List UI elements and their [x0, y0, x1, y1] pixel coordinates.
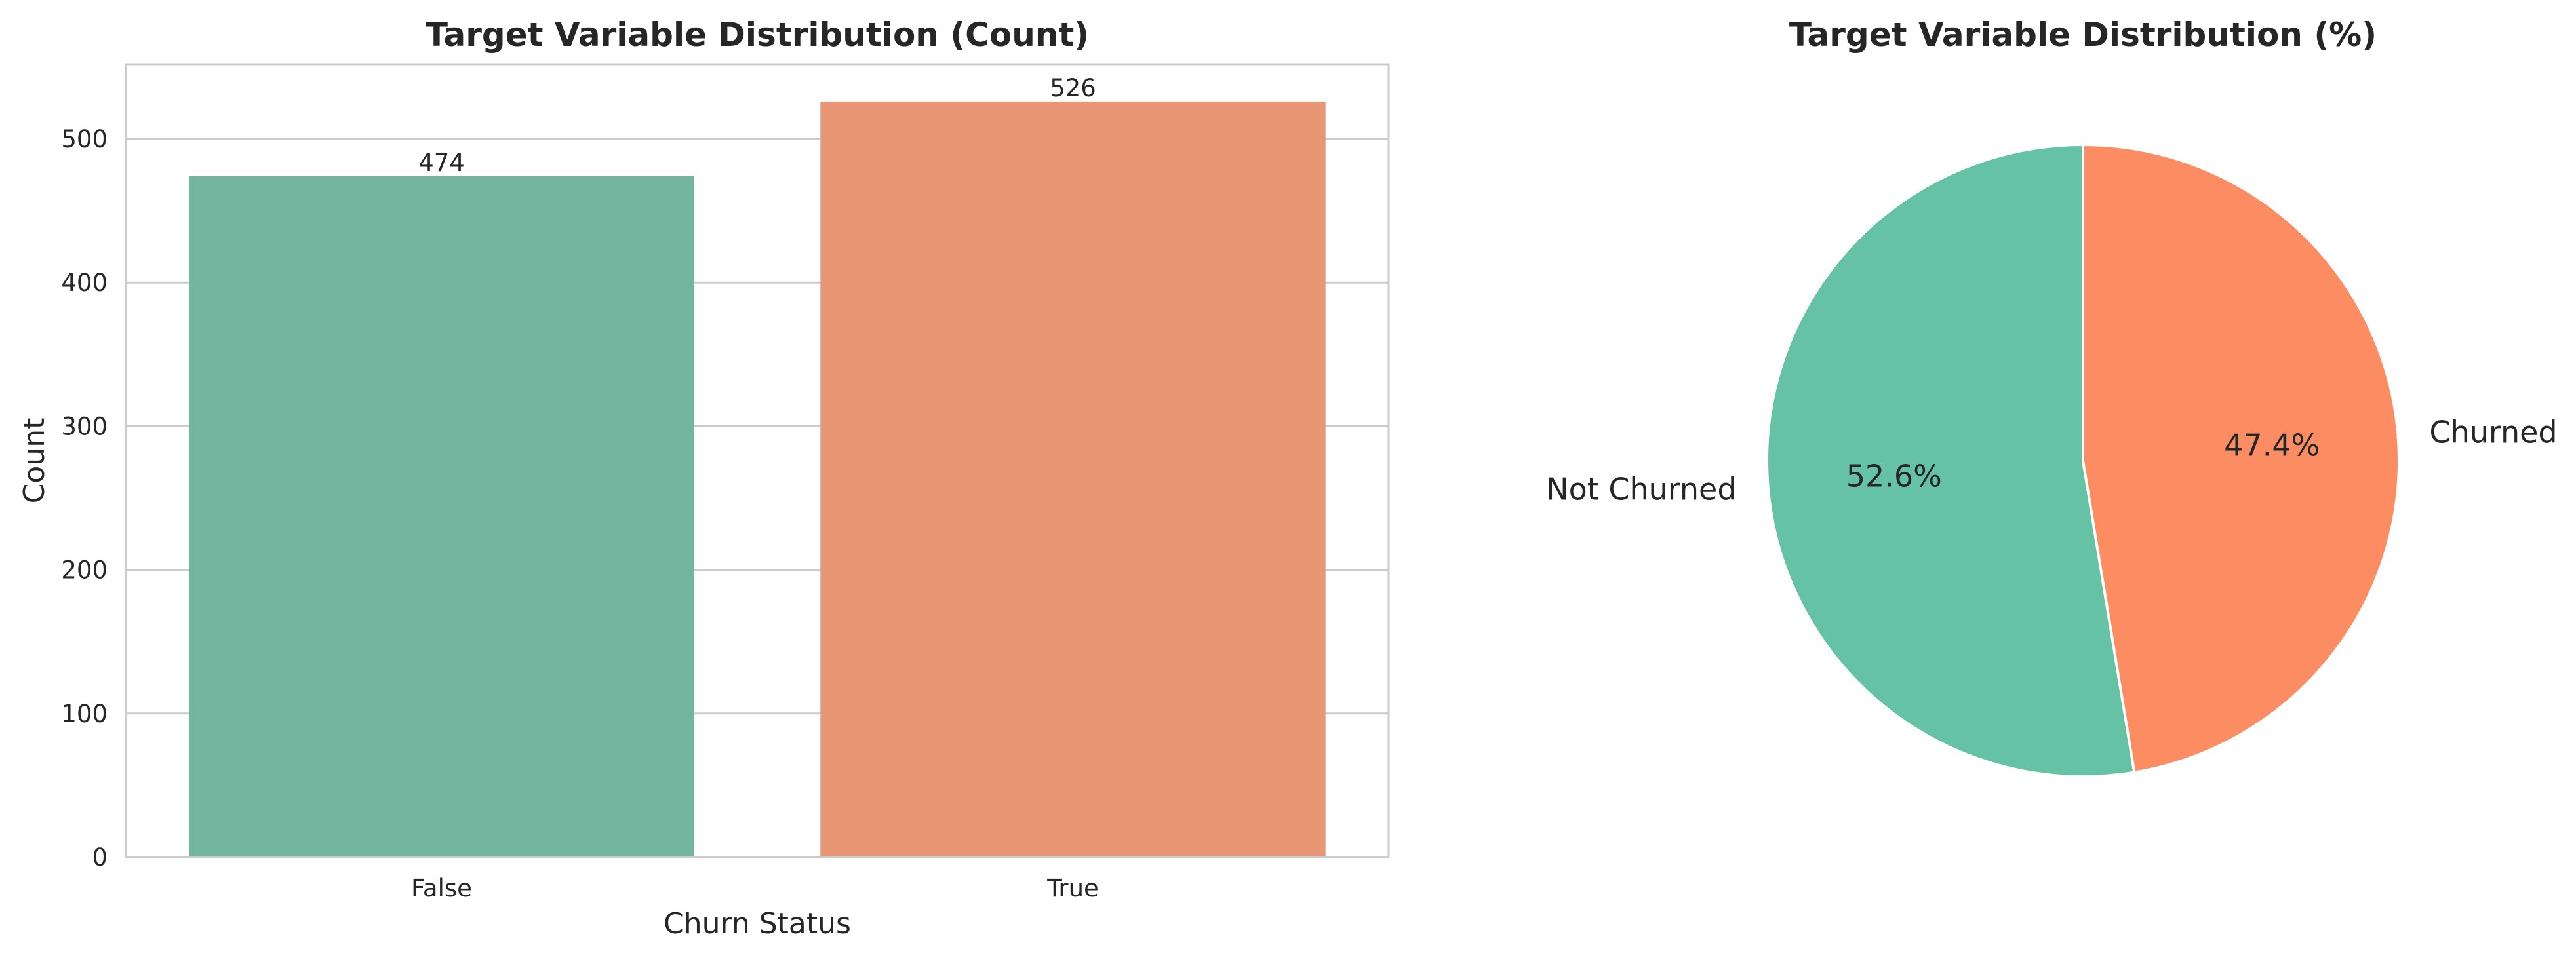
pie-percent-label: 47.4%	[2224, 427, 2320, 463]
bar-chart-title: Target Variable Distribution (Count)	[426, 16, 1089, 54]
pie-chart-title: Target Variable Distribution (%)	[1789, 16, 2377, 54]
pie-slice	[1765, 144, 2136, 778]
bar-chart-data-labels: 474 526	[418, 74, 1096, 177]
y-tick-label: 100	[61, 700, 108, 728]
y-tick-label: 400	[61, 269, 108, 297]
bar-chart-frame	[125, 63, 1390, 858]
pie-chart-slices	[1765, 144, 2400, 778]
bar	[820, 101, 1326, 857]
bar	[189, 176, 694, 857]
pie-slice-label: Not Churned	[1546, 471, 1736, 507]
x-tick-label: True	[1046, 874, 1099, 902]
pie-slice	[2082, 144, 2400, 774]
bar-chart-y-axis-label: Count	[18, 418, 51, 504]
bar-chart-y-ticks: 0 100 200 300 400 500	[61, 125, 108, 872]
pie-percent-label: 52.6%	[1846, 459, 1942, 494]
bar-chart-x-ticks: False True	[411, 874, 1099, 902]
bar-chart-x-axis-label: Churn Status	[664, 907, 851, 940]
y-tick-label: 200	[61, 556, 108, 585]
pie-slice-label: Churned	[2429, 415, 2557, 450]
bar-data-label: 526	[1050, 74, 1096, 102]
bar-chart: Target Variable Distribution (Count) 0 10…	[18, 16, 1390, 940]
pie-chart: Target Variable Distribution (%) Not Chu…	[1546, 16, 2558, 778]
bar-data-label: 474	[418, 149, 465, 177]
pie-chart-labels: Not Churned 52.6% Churned 47.4%	[1546, 415, 2557, 507]
y-tick-label: 500	[61, 125, 108, 153]
y-tick-label: 0	[92, 843, 108, 872]
y-tick-label: 300	[61, 412, 108, 440]
x-tick-label: False	[411, 874, 472, 902]
bar-chart-bars	[189, 101, 1326, 857]
